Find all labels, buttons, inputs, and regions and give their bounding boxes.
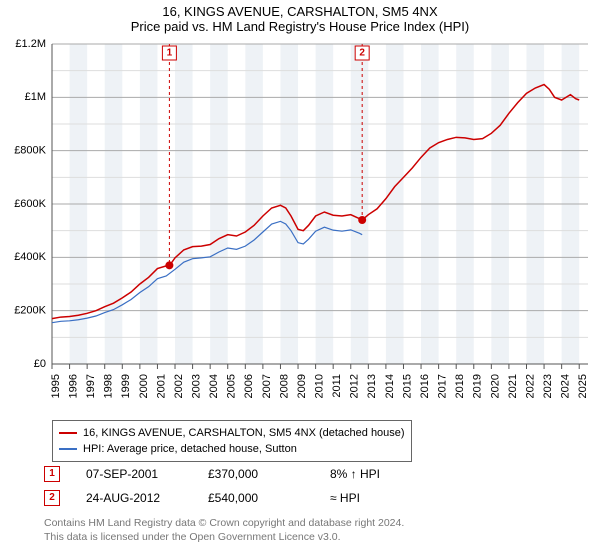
svg-text:2019: 2019 (472, 374, 484, 398)
chart-plot-area: £0£200K£400K£600K£800K£1M£1.2M1995199619… (52, 44, 588, 364)
sales-table: 1 07-SEP-2001 £370,000 8% ↑ HPI 2 24-AUG… (44, 464, 426, 512)
svg-text:2006: 2006 (243, 374, 255, 398)
svg-text:2004: 2004 (208, 374, 220, 398)
svg-text:£400K: £400K (14, 251, 46, 263)
legend-row-address: 16, KINGS AVENUE, CARSHALTON, SM5 4NX (d… (59, 425, 405, 441)
svg-text:1996: 1996 (67, 374, 79, 398)
sale-marker-2-icon: 2 (44, 490, 60, 506)
svg-text:2022: 2022 (524, 374, 536, 398)
attribution-line-2: This data is licensed under the Open Gov… (44, 530, 404, 544)
attribution-line-1: Contains HM Land Registry data © Crown c… (44, 516, 404, 530)
svg-text:2013: 2013 (366, 374, 378, 398)
sale-1-delta: 8% ↑ HPI (330, 464, 426, 484)
svg-text:2012: 2012 (349, 374, 361, 398)
svg-text:2025: 2025 (577, 374, 589, 398)
svg-text:2024: 2024 (560, 374, 572, 398)
svg-text:£0: £0 (34, 358, 46, 370)
svg-text:2021: 2021 (507, 374, 519, 398)
svg-text:1: 1 (167, 48, 173, 59)
legend: 16, KINGS AVENUE, CARSHALTON, SM5 4NX (d… (52, 420, 412, 462)
sale-1-date: 07-SEP-2001 (86, 464, 182, 484)
svg-text:2000: 2000 (138, 374, 150, 398)
svg-text:2003: 2003 (190, 374, 202, 398)
svg-text:2008: 2008 (278, 374, 290, 398)
svg-text:2016: 2016 (419, 374, 431, 398)
title-line-1: 16, KINGS AVENUE, CARSHALTON, SM5 4NX (0, 4, 600, 19)
sale-2-price: £540,000 (208, 488, 304, 508)
svg-text:2005: 2005 (226, 374, 238, 398)
legend-swatch-address (59, 432, 77, 434)
svg-text:£800K: £800K (14, 145, 46, 157)
title-block: 16, KINGS AVENUE, CARSHALTON, SM5 4NX Pr… (0, 0, 600, 34)
svg-text:1995: 1995 (50, 374, 62, 398)
svg-text:2007: 2007 (261, 374, 273, 398)
legend-label-hpi: HPI: Average price, detached house, Sutt… (83, 441, 297, 457)
svg-text:2002: 2002 (173, 374, 185, 398)
svg-text:2020: 2020 (489, 374, 501, 398)
svg-text:2015: 2015 (401, 374, 413, 398)
svg-text:2011: 2011 (331, 374, 343, 398)
svg-text:£600K: £600K (14, 198, 46, 210)
attribution: Contains HM Land Registry data © Crown c… (44, 516, 404, 544)
legend-row-hpi: HPI: Average price, detached house, Sutt… (59, 441, 405, 457)
svg-text:2014: 2014 (384, 374, 396, 398)
chart-svg: £0£200K£400K£600K£800K£1M£1.2M1995199619… (52, 44, 588, 364)
svg-text:£200K: £200K (14, 305, 46, 317)
sale-2-delta: ≈ HPI (330, 488, 426, 508)
svg-text:2009: 2009 (296, 374, 308, 398)
sales-row-2: 2 24-AUG-2012 £540,000 ≈ HPI (44, 488, 426, 508)
svg-text:2018: 2018 (454, 374, 466, 398)
svg-text:1999: 1999 (120, 374, 132, 398)
sale-1-price: £370,000 (208, 464, 304, 484)
sale-2-date: 24-AUG-2012 (86, 488, 182, 508)
svg-text:1997: 1997 (85, 374, 97, 398)
chart-container: 16, KINGS AVENUE, CARSHALTON, SM5 4NX Pr… (0, 0, 600, 560)
svg-text:2: 2 (359, 48, 365, 59)
svg-text:2010: 2010 (314, 374, 326, 398)
svg-text:2001: 2001 (155, 374, 167, 398)
svg-text:2023: 2023 (542, 374, 554, 398)
legend-swatch-hpi (59, 448, 77, 450)
svg-text:2017: 2017 (437, 374, 449, 398)
svg-text:1998: 1998 (103, 374, 115, 398)
legend-label-address: 16, KINGS AVENUE, CARSHALTON, SM5 4NX (d… (83, 425, 405, 441)
svg-text:£1M: £1M (25, 91, 46, 103)
title-line-2: Price paid vs. HM Land Registry's House … (0, 19, 600, 34)
svg-text:£1.2M: £1.2M (15, 38, 46, 50)
sales-row-1: 1 07-SEP-2001 £370,000 8% ↑ HPI (44, 464, 426, 484)
sale-marker-1-icon: 1 (44, 466, 60, 482)
